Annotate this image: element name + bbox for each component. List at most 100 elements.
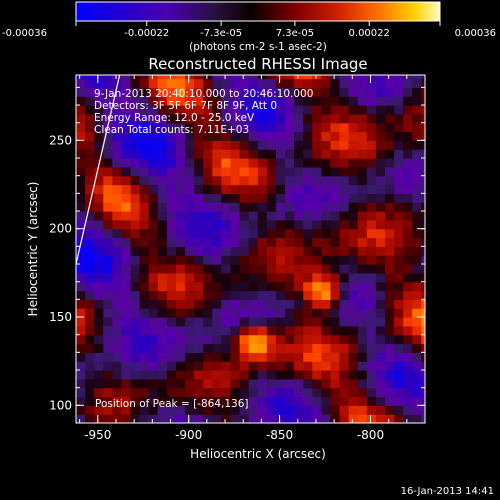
heatmap-cell [403,396,413,406]
heatmap-cell [266,317,277,327]
heatmap-cell [212,87,223,97]
annotation-line: Energy Range: 12.0 - 25.0 keV [94,112,255,124]
heatmap-cell [203,378,213,389]
heatmap-cell [375,317,386,327]
heatmap-cell [275,184,286,194]
heatmap-cell [175,255,186,265]
heatmap-cell [103,352,113,362]
heatmap-cell [175,87,186,97]
heatmap-cell [121,228,132,239]
heatmap-cell [230,228,241,239]
heatmap-cell [366,131,377,141]
heatmap-cell [339,193,350,203]
heatmap-cell [230,75,241,80]
heatmap-cell [375,352,386,362]
heatmap-cell [130,317,141,327]
heatmap-cell [175,122,186,133]
heatmap-cell [139,343,150,353]
heatmap-cell [266,78,277,88]
heatmap-cell [385,370,395,380]
heatmap-cell [139,78,150,88]
heatmap-cell [266,113,277,124]
colorbar-unit-label: (photons cm-2 s-1 asec-2) [189,41,327,53]
heatmap-cell [330,352,341,362]
heatmap-cell [121,405,132,415]
heatmap-cell [330,166,341,177]
heatmap-cell [266,158,277,168]
heatmap-cell [85,405,95,415]
heatmap-cell [112,334,123,345]
heatmap-cell [339,352,350,362]
heatmap-cell [257,158,268,168]
heatmap-cell [212,211,223,221]
heatmap-cell [421,396,425,406]
heatmap-cell [94,361,104,371]
heatmap-cell [157,75,168,80]
heatmap-cell [85,264,95,274]
heatmap-cell [339,140,350,150]
heatmap-cell [421,317,425,327]
heatmap-cell [175,237,186,247]
heatmap-cell [203,352,213,362]
heatmap-cell [357,281,368,292]
heatmap-cell [248,78,259,88]
heatmap-cell [94,343,104,353]
heatmap-cell [175,361,186,371]
heatmap-cell [348,343,359,353]
heatmap-cell [175,75,186,80]
heatmap-cell [185,325,195,336]
heatmap-cell [303,361,313,371]
heatmap-cell [330,228,341,239]
heatmap-cell [94,184,104,194]
heatmap-cell [339,387,350,398]
heatmap-cell [348,378,359,389]
heatmap-cell [303,96,313,106]
heatmap-cell [230,387,241,398]
heatmap-cell [103,281,113,292]
heatmap-cell [76,255,86,265]
heatmap-cell [294,211,304,221]
heatmap-cell [166,317,177,327]
heatmap-cell [185,317,195,327]
heatmap-cell [130,193,141,203]
heatmap-cell [321,237,332,247]
heatmap-cell [175,396,186,406]
heatmap-cell [221,281,232,292]
heatmap-cell [421,352,425,362]
heatmap-cell [330,75,341,80]
heatmap-cell [257,378,268,389]
heatmap-cell [348,405,359,415]
heatmap-cell [112,361,123,371]
heatmap-cell [230,202,241,212]
heatmap-cell [421,122,425,133]
heatmap-cell [94,75,104,80]
heatmap-cell [294,325,304,336]
heatmap-cell [203,387,213,398]
heatmap-cell [385,105,395,115]
heatmap-cell [394,122,404,133]
heatmap-cell [212,193,223,203]
heatmap-cell [394,361,404,371]
heatmap-cell [285,175,295,186]
heatmap-cell [303,78,313,88]
heatmap-cell [257,75,268,80]
heatmap-cell [421,140,425,150]
heatmap-cell [175,113,186,124]
heatmap-cell [94,202,104,212]
heatmap-cell [239,122,250,133]
heatmap-cell [157,105,168,115]
heatmap-cell [194,246,204,256]
heatmap-cell [139,175,150,186]
heatmap-cell [130,370,141,380]
heatmap-cell [257,317,268,327]
heatmap-cell [294,378,304,389]
heatmap-cell [275,325,286,336]
heatmap-cell [330,149,341,159]
heatmap-cell [175,78,186,88]
heatmap-cell [239,317,250,327]
heatmap-cell [239,75,250,80]
heatmap-cell [366,343,377,353]
heatmap-cell [194,211,204,221]
heatmap-cell [157,246,168,256]
heatmap-cell [312,211,322,221]
